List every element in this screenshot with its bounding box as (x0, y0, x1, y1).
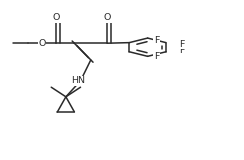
Text: F: F (179, 40, 185, 49)
Text: O: O (38, 39, 46, 48)
Text: O: O (104, 13, 111, 22)
Text: O: O (52, 13, 60, 22)
Text: F: F (179, 46, 185, 55)
Text: HN: HN (71, 76, 85, 85)
Text: F: F (154, 52, 159, 61)
Text: F: F (154, 36, 159, 45)
